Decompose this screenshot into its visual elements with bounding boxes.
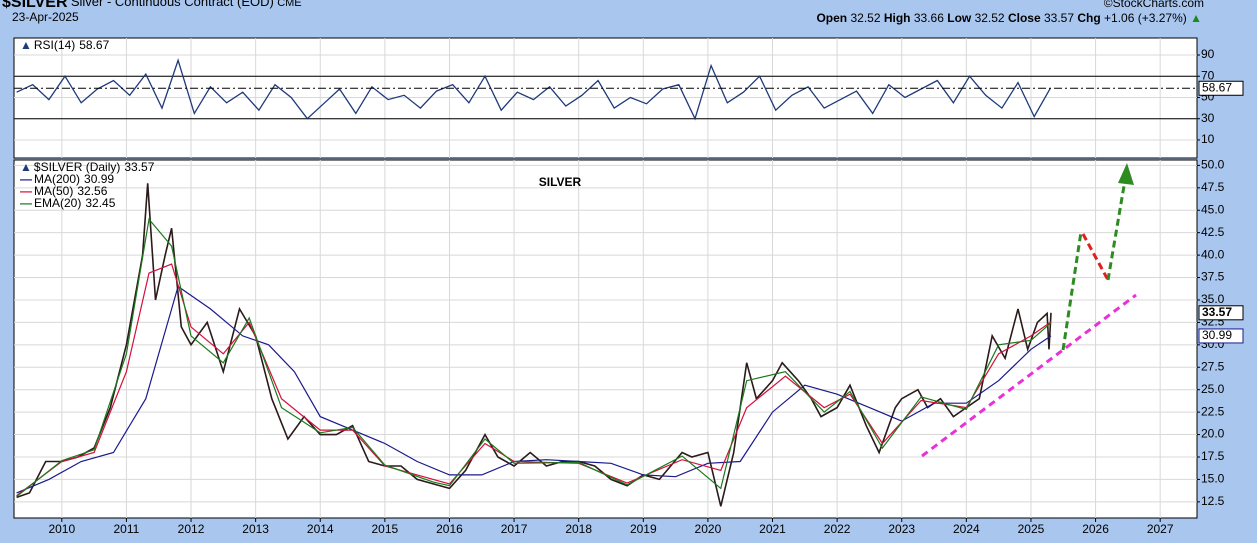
legend-entry: ▲ $SILVER (Daily) 33.57: [20, 160, 155, 174]
series-line: [16, 285, 1052, 494]
y-tick-label: 10: [1201, 132, 1215, 146]
credit: ©StockCharts.com: [1104, 0, 1204, 10]
value-box: [1198, 305, 1244, 321]
legend-value: 30.99: [84, 172, 114, 186]
legend-name: EMA(20): [34, 196, 81, 210]
legend-name: MA(200): [34, 172, 80, 186]
y-tick-label: 50.0: [1201, 158, 1225, 172]
x-tick-label: 2024: [953, 522, 980, 536]
y-tick-label: 20.0: [1201, 427, 1225, 441]
quote-label: Low: [947, 11, 972, 25]
quote-value: 32.52: [975, 11, 1005, 25]
quote: Open 32.52 High 33.66 Low 32.52 Close 33…: [816, 11, 1202, 25]
quote-label: Chg: [1077, 11, 1100, 25]
legend-value: 58.67: [79, 38, 109, 52]
symbol: $SILVER: [2, 0, 68, 11]
x-tick-label: 2025: [1018, 522, 1045, 536]
y-tick-label: 15.0: [1201, 472, 1225, 486]
date: 23-Apr-2025: [12, 10, 79, 24]
value-box-label: 58.67: [1202, 80, 1232, 94]
legend-entry: — EMA(20) 32.45: [20, 196, 116, 210]
quote-label: Close: [1008, 11, 1041, 25]
x-tick-label: 2018: [565, 522, 592, 536]
projection-drawings: [921, 163, 1137, 458]
legend-entry: — MA(50) 32.56: [20, 184, 108, 198]
description: Silver - Continuous Contract (EOD): [71, 0, 274, 9]
x-tick-label: 2016: [436, 522, 463, 536]
y-tick-label: 70: [1201, 68, 1215, 82]
y-tick-label: 30: [1201, 111, 1215, 125]
legend-swatch: ▲: [20, 160, 32, 174]
value-box-label: 33.57: [1202, 305, 1232, 319]
arrow-head: [1118, 163, 1134, 185]
x-tick-label: 2023: [888, 522, 915, 536]
legend-name: RSI(14): [34, 38, 75, 52]
projection-up: [1106, 179, 1127, 281]
x-tick-label: 2014: [307, 522, 334, 536]
legend-value: 33.57: [124, 160, 154, 174]
y-tick-label: 45.0: [1201, 202, 1225, 216]
legend-swatch: —: [20, 172, 32, 186]
y-tick-label: 42.5: [1201, 225, 1225, 239]
value-box: [1198, 328, 1244, 344]
exchange: CME: [277, 0, 301, 9]
y-tick-label: 17.5: [1201, 449, 1225, 463]
projection-down: [1081, 233, 1110, 281]
header-line: $SILVER Silver - Continuous Contract (EO…: [2, 0, 302, 11]
chart-title: SILVER: [539, 175, 582, 189]
series-line: [16, 58, 1051, 121]
price-panel: [13, 159, 1198, 519]
x-tick-label: 2011: [114, 522, 140, 536]
y-tick-label: 25.0: [1201, 382, 1225, 396]
change-arrow: ▲: [1190, 11, 1202, 25]
x-tick-label: 2019: [630, 522, 657, 536]
x-tick-label: 2026: [1082, 522, 1109, 536]
x-tick-label: 2021: [759, 522, 786, 536]
legend-entry: ▲ RSI(14) 58.67: [20, 38, 110, 52]
y-tick-label: 27.5: [1201, 359, 1225, 373]
legend-swatch: ▲: [20, 38, 32, 52]
quote-value: 33.66: [914, 11, 944, 25]
value-box-label: 30.99: [1202, 328, 1232, 342]
x-tick-label: 2020: [695, 522, 722, 536]
legend-name: $SILVER (Daily): [34, 160, 120, 174]
y-tick-label: 37.5: [1201, 270, 1225, 284]
legend-swatch: —: [20, 184, 32, 198]
rsi-panel: [13, 37, 1198, 159]
x-tick-label: 2013: [242, 522, 269, 536]
y-tick-label: 47.5: [1201, 180, 1225, 194]
y-tick-label: 22.5: [1201, 404, 1225, 418]
x-tick-label: 2017: [501, 522, 528, 536]
series-line: [16, 217, 1052, 497]
quote-value: +1.06 (+3.27%): [1104, 11, 1187, 25]
x-tick-label: 2012: [178, 522, 205, 536]
legend-value: 32.56: [77, 184, 107, 198]
quote-value: 32.52: [850, 11, 880, 25]
legend-value: 32.45: [85, 196, 115, 210]
y-tick-label: 12.5: [1201, 494, 1225, 508]
x-tick-label: 2022: [824, 522, 851, 536]
quote-label: High: [884, 11, 911, 25]
x-tick-label: 2015: [372, 522, 399, 536]
legend-name: MA(50): [34, 184, 73, 198]
x-tick-label: 2010: [48, 522, 75, 536]
series-line: [16, 263, 1052, 497]
x-tick-label: 2027: [1147, 522, 1174, 536]
trend-line: [921, 293, 1137, 458]
projection-up: [1061, 231, 1083, 351]
legend-entry: — MA(200) 30.99: [20, 172, 114, 186]
value-box: [1198, 80, 1244, 96]
y-tick-label: 35.0: [1201, 292, 1225, 306]
legend-swatch: —: [20, 196, 32, 210]
y-tick-label: 40.0: [1201, 247, 1225, 261]
y-tick-label: 90: [1201, 47, 1215, 61]
quote-value: 33.57: [1044, 11, 1074, 25]
quote-label: Open: [816, 11, 847, 25]
